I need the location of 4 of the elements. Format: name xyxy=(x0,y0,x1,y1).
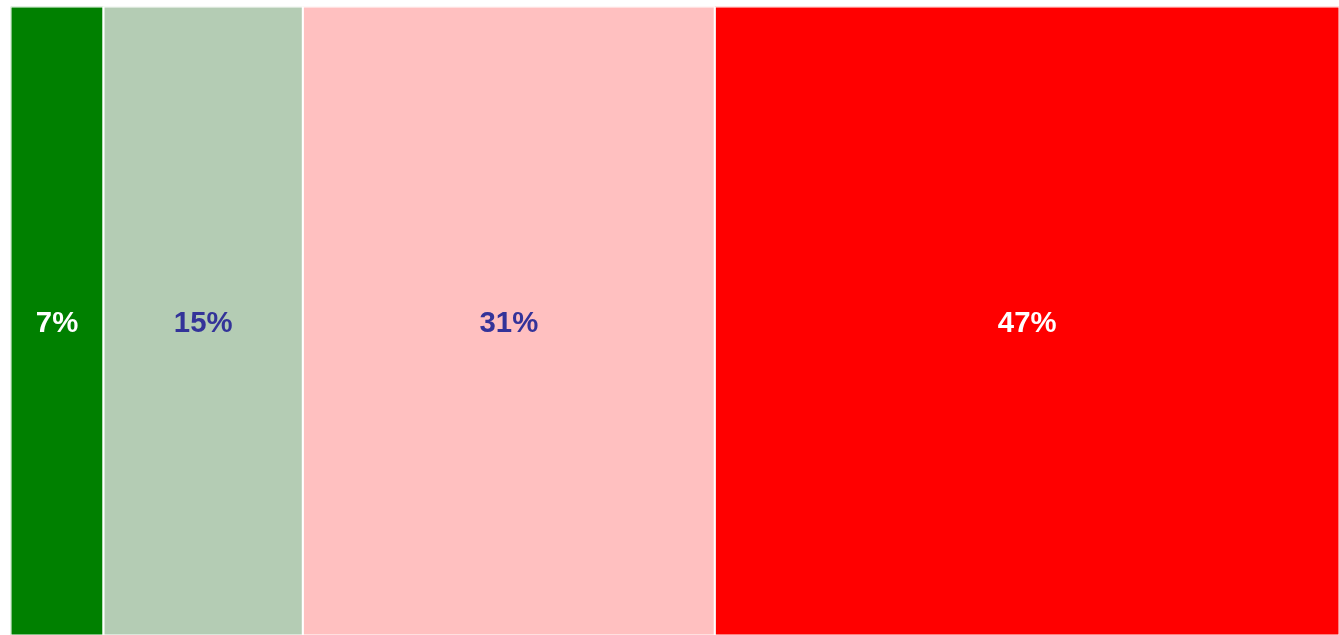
data-label: 7% xyxy=(35,304,79,338)
data-label: 15% xyxy=(173,304,233,338)
data-label: 31% xyxy=(479,304,539,338)
data-label: 47% xyxy=(997,304,1057,338)
